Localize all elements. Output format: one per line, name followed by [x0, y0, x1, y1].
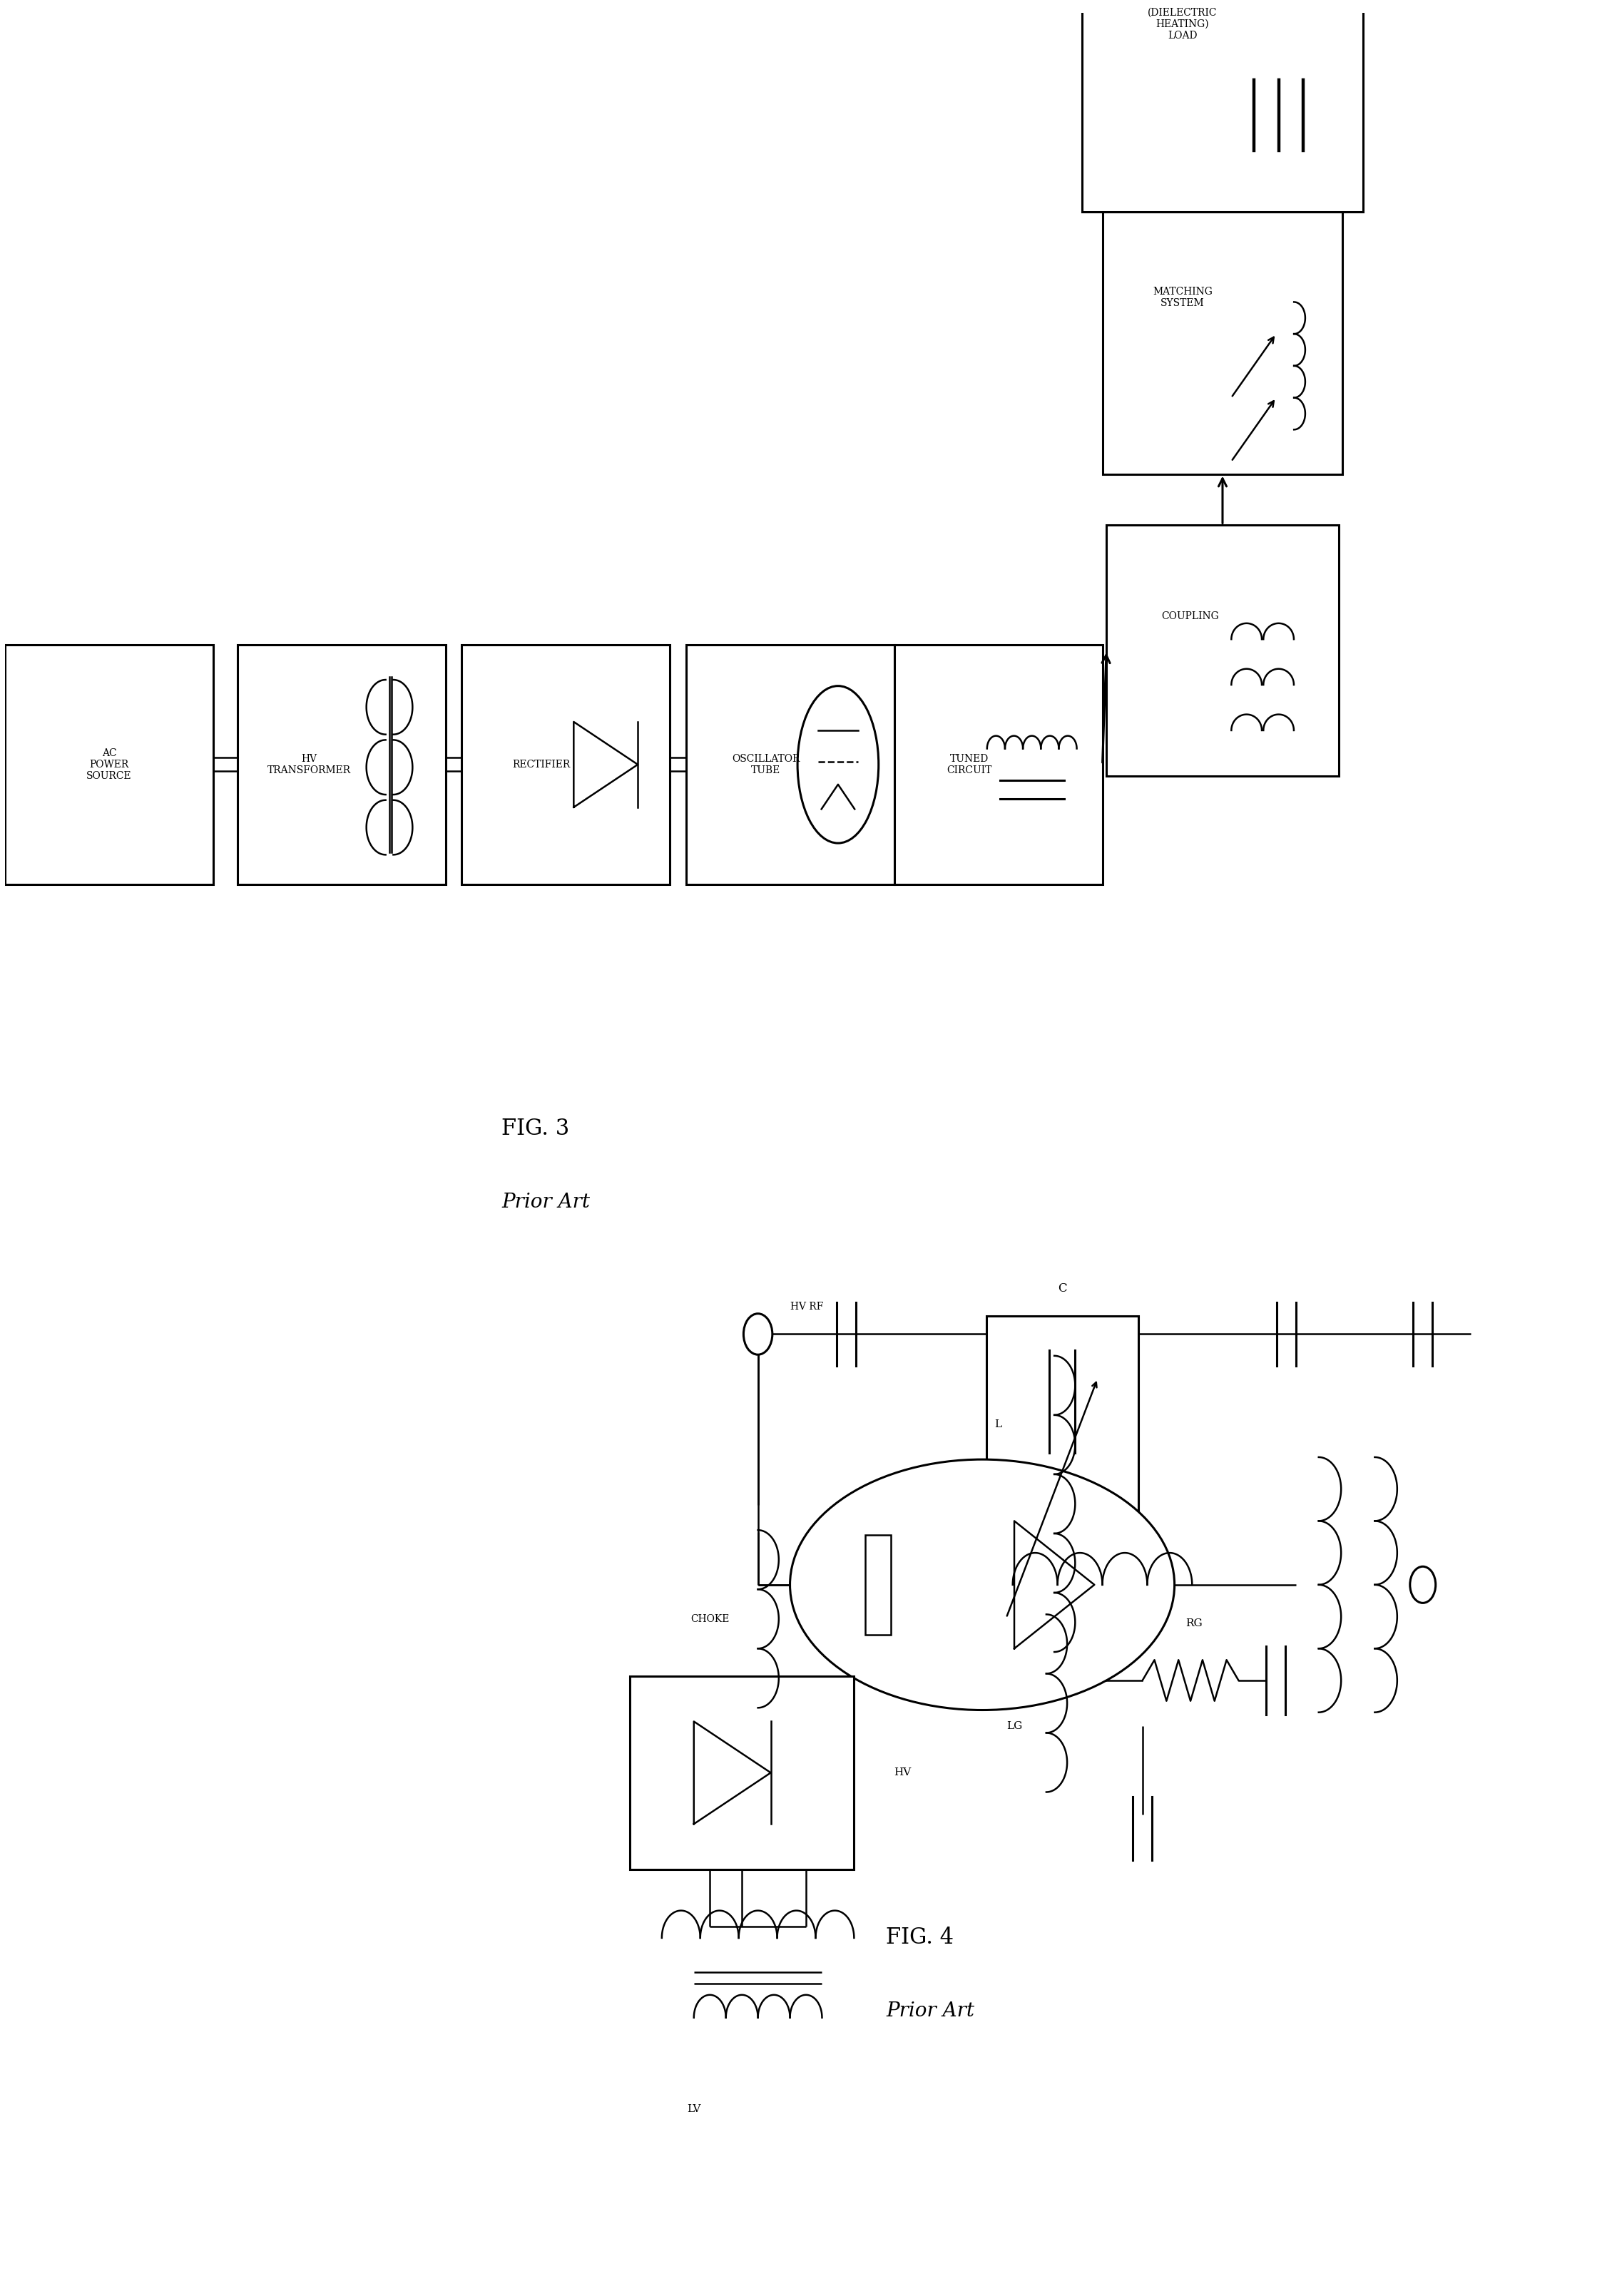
Text: FIG. 3: FIG. 3 — [501, 1118, 569, 1141]
Bar — [685, 645, 895, 884]
Text: CHOKE: CHOKE — [690, 1614, 729, 1623]
Ellipse shape — [798, 687, 879, 843]
Bar — [5, 645, 213, 884]
Text: TUNED
CIRCUIT: TUNED CIRCUIT — [946, 753, 991, 776]
Text: COUPLING: COUPLING — [1162, 611, 1219, 622]
Bar — [237, 645, 445, 884]
Bar — [987, 1316, 1138, 1646]
Text: HV: HV — [895, 1768, 911, 1777]
Text: RG: RG — [1185, 1619, 1203, 1628]
Text: AC
POWER
SOURCE: AC POWER SOURCE — [87, 748, 132, 781]
Text: MATCHING
SYSTEM: MATCHING SYSTEM — [1153, 287, 1212, 308]
Text: Prior Art: Prior Art — [887, 2002, 975, 2020]
Text: OSCILLATOR
TUBE: OSCILLATOR TUBE — [732, 753, 800, 776]
Text: L: L — [995, 1419, 1001, 1428]
Text: LV: LV — [687, 2103, 701, 2115]
Bar — [1082, 0, 1362, 211]
Ellipse shape — [790, 1460, 1175, 1711]
Bar — [1103, 211, 1343, 473]
Text: Prior Art: Prior Art — [501, 1192, 590, 1212]
Text: RECTIFIER: RECTIFIER — [513, 760, 571, 769]
Bar — [461, 645, 671, 884]
Text: HV RF: HV RF — [790, 1302, 824, 1311]
Circle shape — [743, 1313, 772, 1355]
Text: C: C — [1057, 1283, 1067, 1295]
Circle shape — [1410, 1566, 1436, 1603]
Bar — [1106, 526, 1338, 776]
Text: (DIELECTRIC
HEATING)
LOAD: (DIELECTRIC HEATING) LOAD — [1148, 7, 1217, 41]
Bar — [895, 645, 1103, 884]
Text: FIG. 4: FIG. 4 — [887, 1926, 954, 1949]
Bar — [630, 1676, 854, 1869]
Text: LG: LG — [1006, 1722, 1022, 1731]
Text: HV
TRANSFORMER: HV TRANSFORMER — [268, 753, 351, 776]
Bar — [866, 1534, 891, 1635]
